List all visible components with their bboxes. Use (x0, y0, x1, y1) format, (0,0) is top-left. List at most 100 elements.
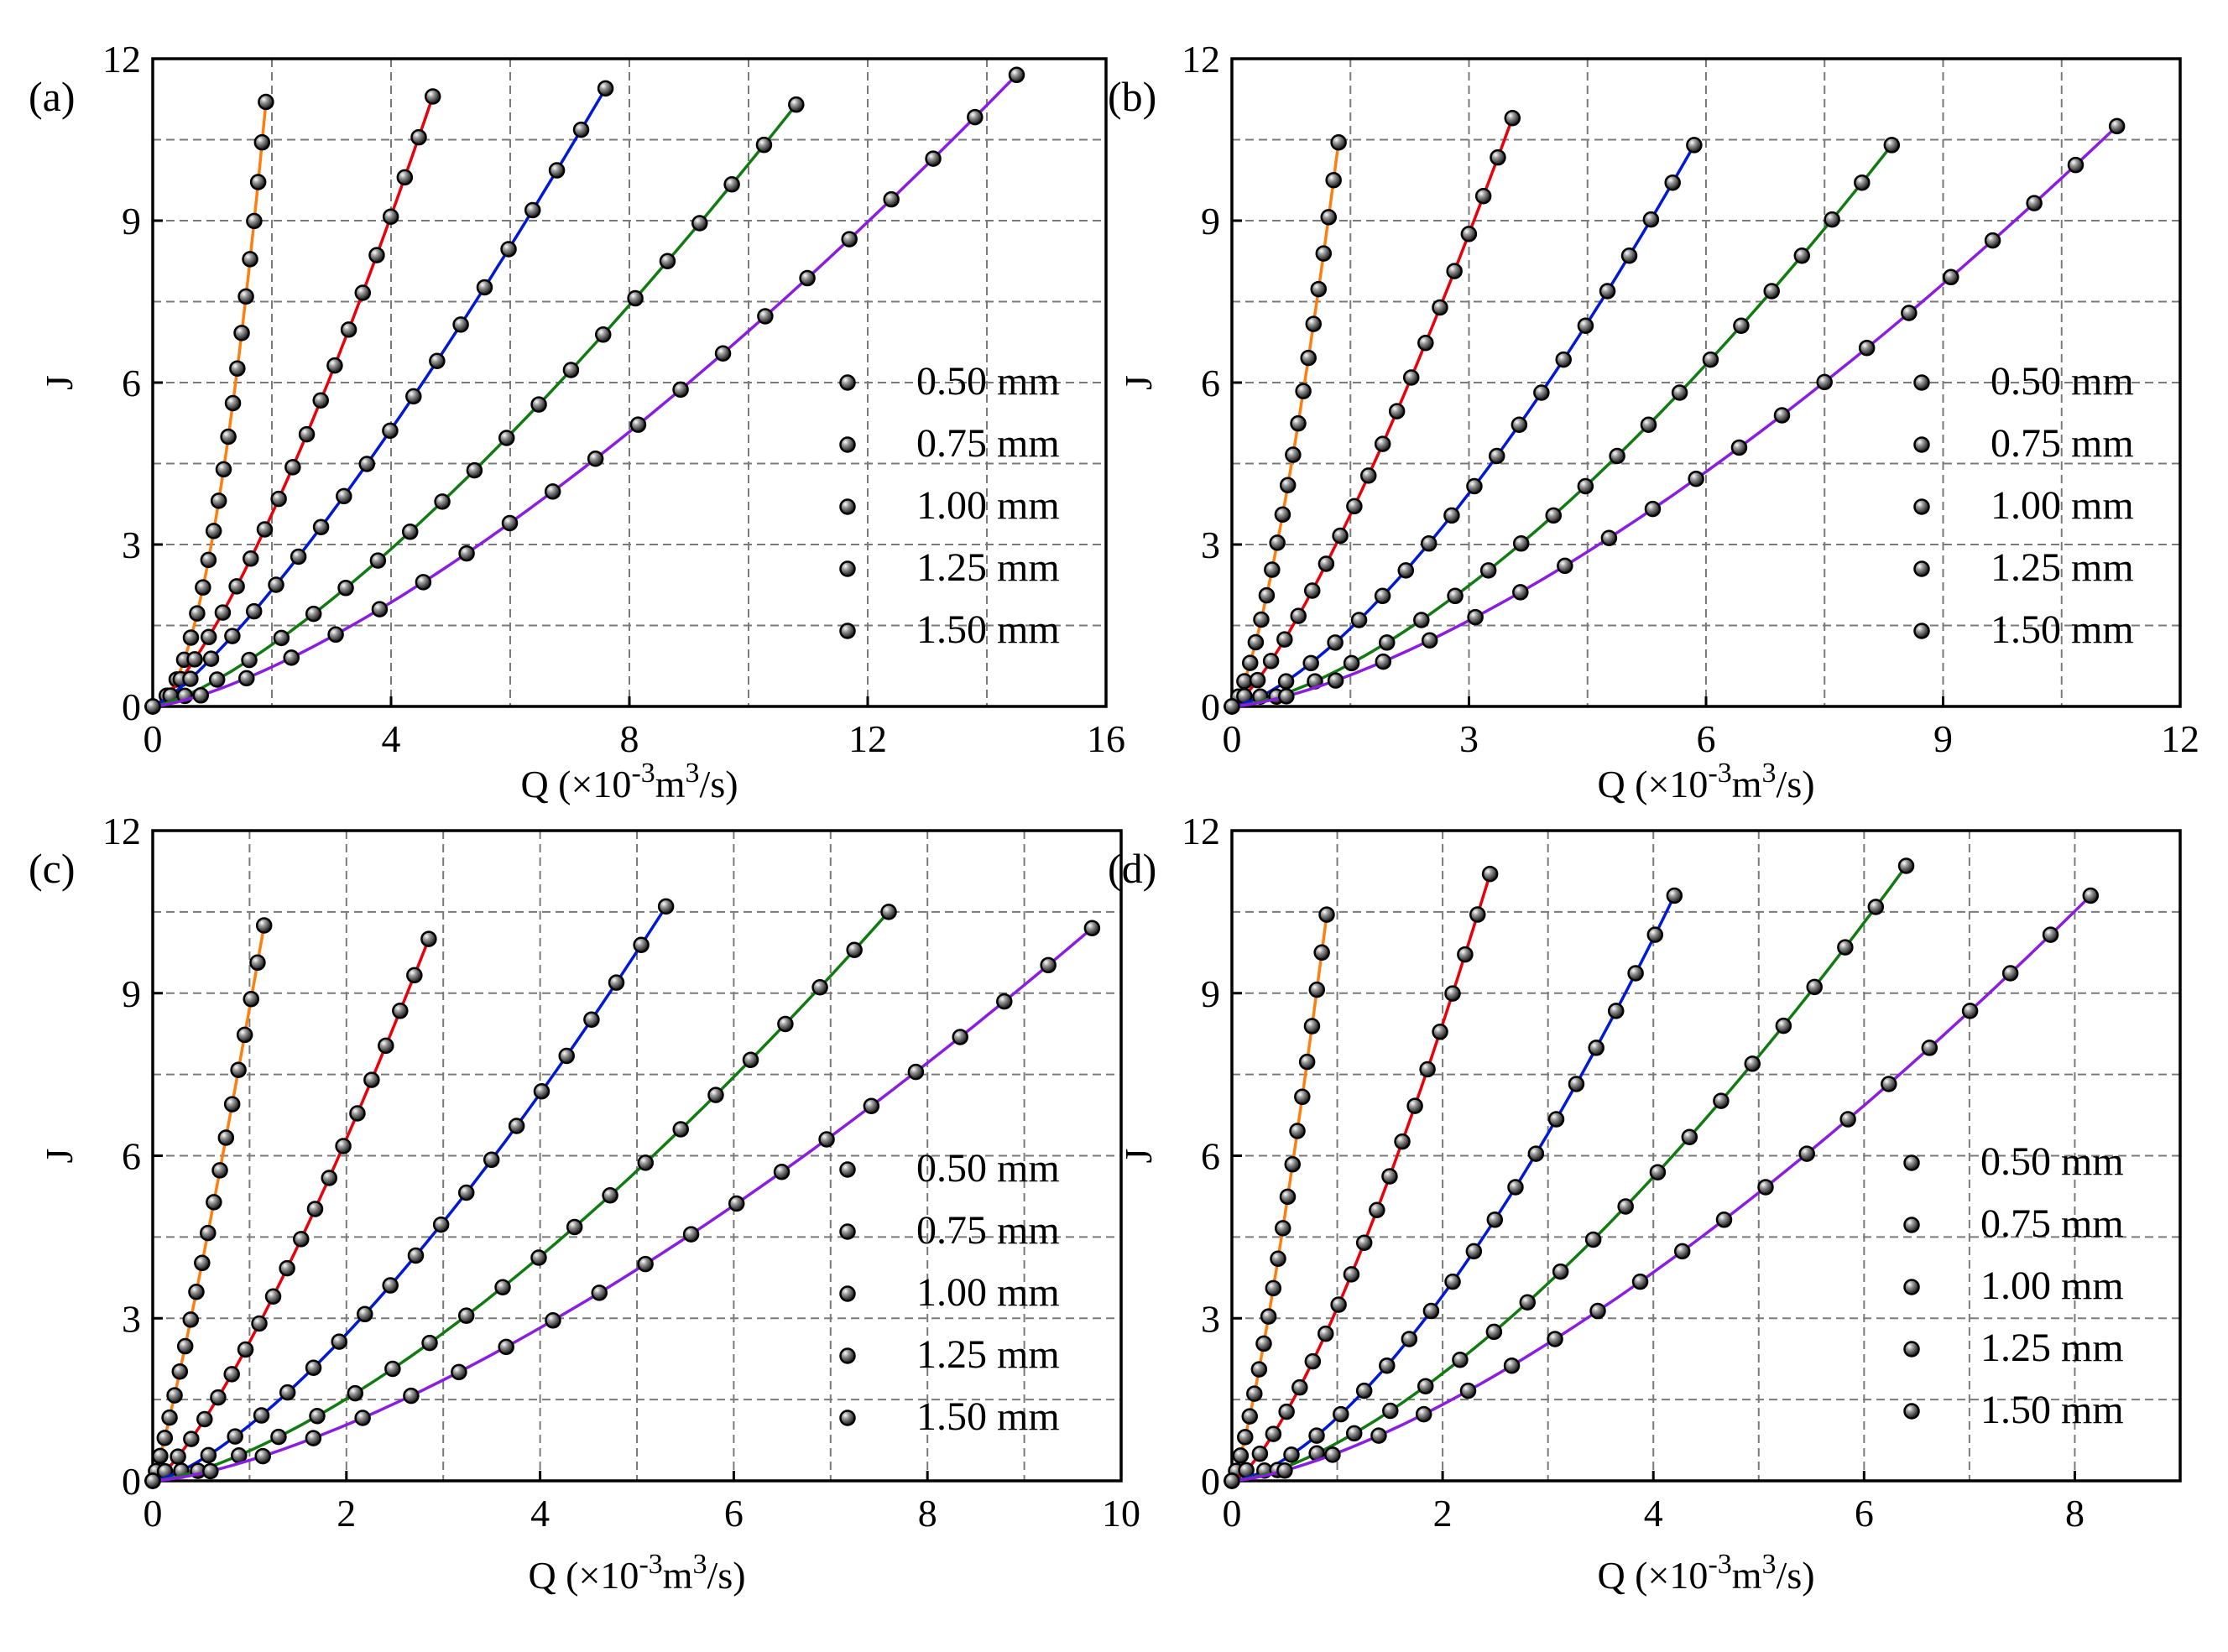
y-tick-label: 12 (1182, 810, 1220, 852)
x-axis-label-part: 3 (686, 758, 700, 789)
series-100mm (144, 80, 614, 715)
x-tick-label: 4 (1644, 1492, 1663, 1535)
data-point (1422, 1302, 1440, 1320)
series-line (1231, 864, 1908, 1483)
y-tick-label: 0 (1201, 1460, 1220, 1503)
data-point (1374, 435, 1391, 452)
data-point (1270, 1250, 1286, 1267)
data-point (1775, 1017, 1792, 1034)
legend-marker (1913, 498, 1930, 515)
data-point (403, 1387, 420, 1404)
x-axis-label-part: -3 (631, 758, 655, 789)
data-point (1346, 498, 1363, 515)
data-point (1646, 926, 1664, 943)
data-point (183, 1431, 200, 1447)
data-point (223, 1096, 241, 1113)
data-point (1388, 403, 1406, 420)
data-point (1816, 373, 1833, 391)
legend-label: 0.50 mm (1980, 1139, 2124, 1184)
data-point (530, 1249, 547, 1266)
data-point (253, 133, 271, 151)
data-point (500, 241, 517, 258)
data-point (1793, 247, 1811, 264)
data-point (1255, 1335, 1272, 1352)
data-point (602, 1186, 618, 1204)
data-point (186, 651, 203, 668)
data-point (1294, 1088, 1311, 1106)
x-tick-label: 12 (848, 717, 887, 760)
data-point (1481, 865, 1499, 883)
y-tick-label: 6 (122, 362, 141, 404)
series-line (152, 74, 1018, 708)
data-point (312, 519, 330, 535)
data-point (1599, 283, 1616, 300)
data-point (309, 1408, 326, 1425)
data-point (1304, 1352, 1322, 1370)
data-point (1262, 653, 1280, 670)
data-point (1688, 470, 1704, 487)
data-point (714, 345, 732, 362)
data-point (1512, 535, 1530, 552)
data-point (1343, 654, 1360, 672)
data-point (1798, 1145, 1815, 1162)
x-tick-label: 8 (620, 717, 639, 760)
data-point (1568, 1076, 1585, 1092)
y-tick-label: 3 (122, 524, 141, 566)
x-axis-label-part: Q ( (520, 763, 571, 805)
series-075mm (1224, 110, 1521, 715)
data-point (1773, 407, 1791, 424)
data-point (1512, 584, 1529, 601)
data-point (1224, 698, 1240, 715)
data-point (1413, 612, 1430, 628)
data-point (2001, 965, 2019, 982)
x-axis-label-part: -3 (1708, 758, 1731, 789)
x-tick-label: 0 (143, 1492, 163, 1535)
data-point (1486, 1212, 1504, 1228)
data-point (1897, 857, 1915, 874)
legend: 0.50 mm 0.75 mm 1.00 mm 1.25 mm 1.50 mm (839, 1146, 1060, 1439)
data-point (1417, 1378, 1434, 1394)
data-point (251, 1315, 268, 1332)
data-point (228, 578, 245, 595)
x-tick-label: 4 (530, 1492, 550, 1535)
data-point (483, 1151, 500, 1169)
x-axis-label-part: -3 (639, 1549, 662, 1580)
data-point (396, 169, 414, 186)
data-point (238, 670, 255, 687)
data-point (210, 492, 227, 509)
legend: 0.50 mm 0.75 mm 1.00 mm 1.25 mm 1.50 mm (1903, 1139, 2124, 1432)
data-point (1420, 535, 1438, 552)
x-tick-label: 2 (337, 1492, 356, 1535)
y-tick-label: 6 (122, 1135, 141, 1178)
data-point (1467, 608, 1484, 626)
x-axis-label-part: Q ( (528, 1554, 578, 1597)
data-point (1713, 1092, 1730, 1109)
data-point (1824, 211, 1840, 228)
legend-marker (839, 1285, 856, 1302)
series-line (152, 910, 890, 1483)
legend-label: 1.25 mm (916, 1332, 1060, 1377)
data-point (1609, 447, 1625, 465)
data-point (242, 251, 258, 268)
legend-marker (1903, 1154, 1920, 1171)
data-point (144, 1472, 161, 1489)
data-point (231, 1446, 248, 1464)
data-point (508, 1118, 525, 1134)
data-point (691, 215, 708, 232)
data-point (1557, 557, 1573, 575)
data-point (1355, 1382, 1373, 1399)
data-point (1224, 1472, 1240, 1489)
data-point (1247, 633, 1265, 651)
data-point (1545, 507, 1562, 524)
data-point (270, 1428, 287, 1446)
data-point (312, 392, 329, 409)
series-075mm (1224, 865, 1499, 1489)
x-axis-label-part: Q ( (1597, 763, 1647, 805)
y-axis-label: J (38, 1149, 81, 1164)
y-tick-label: 0 (122, 1460, 141, 1503)
data-point (452, 316, 469, 333)
y-tick-label: 3 (1201, 524, 1220, 566)
data-point (1555, 351, 1572, 368)
data-point (210, 1389, 227, 1406)
